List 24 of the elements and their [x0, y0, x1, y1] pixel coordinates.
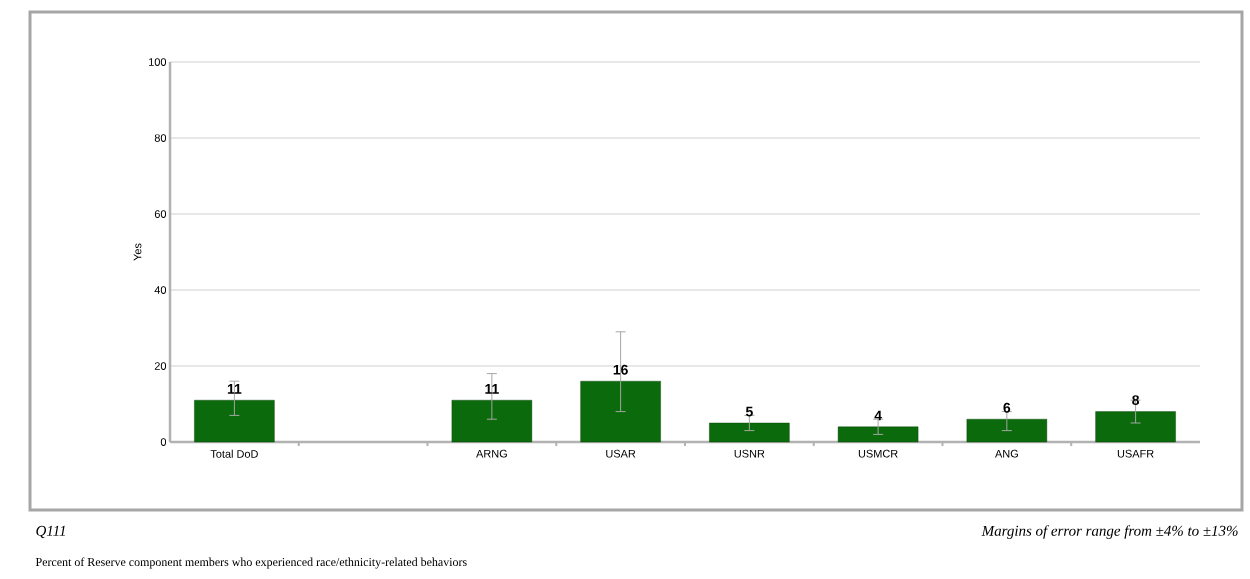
- data-label: 6: [1003, 402, 1011, 413]
- data-label: 16: [613, 364, 628, 375]
- data-label: 8: [1132, 395, 1140, 406]
- data-label: 5: [745, 406, 753, 417]
- x-tick-label: USAFR: [1117, 449, 1154, 458]
- y-axis-title: Yes: [133, 243, 142, 261]
- data-label: 11: [485, 384, 499, 394]
- text: Percent of Reserve component members who experienced race/ethnicity-related behaviors: [35, 557, 467, 569]
- y-tick-label: 20: [154, 362, 167, 370]
- x-tick-label: ARNG: [476, 449, 507, 458]
- data-label: 4: [874, 410, 882, 421]
- x-tick-label: USNR: [734, 449, 765, 458]
- y-tick-label: 40: [154, 286, 167, 294]
- text: Margins of error range from ±4% to ±13%: [981, 525, 1238, 539]
- y-tick-label: 80: [154, 134, 167, 142]
- x-tick-label: Total DoD: [210, 449, 258, 458]
- x-tick-label: ANG: [994, 449, 1018, 458]
- y-tick-label: 60: [154, 210, 167, 218]
- y-tick-label: 0: [160, 438, 167, 446]
- x-tick-label: USAR: [606, 449, 636, 458]
- text: Q111: [36, 525, 65, 539]
- x-tick-label: USMCR: [858, 449, 898, 458]
- data-label: 11: [227, 384, 242, 394]
- y-tick-label: 100: [149, 58, 167, 66]
